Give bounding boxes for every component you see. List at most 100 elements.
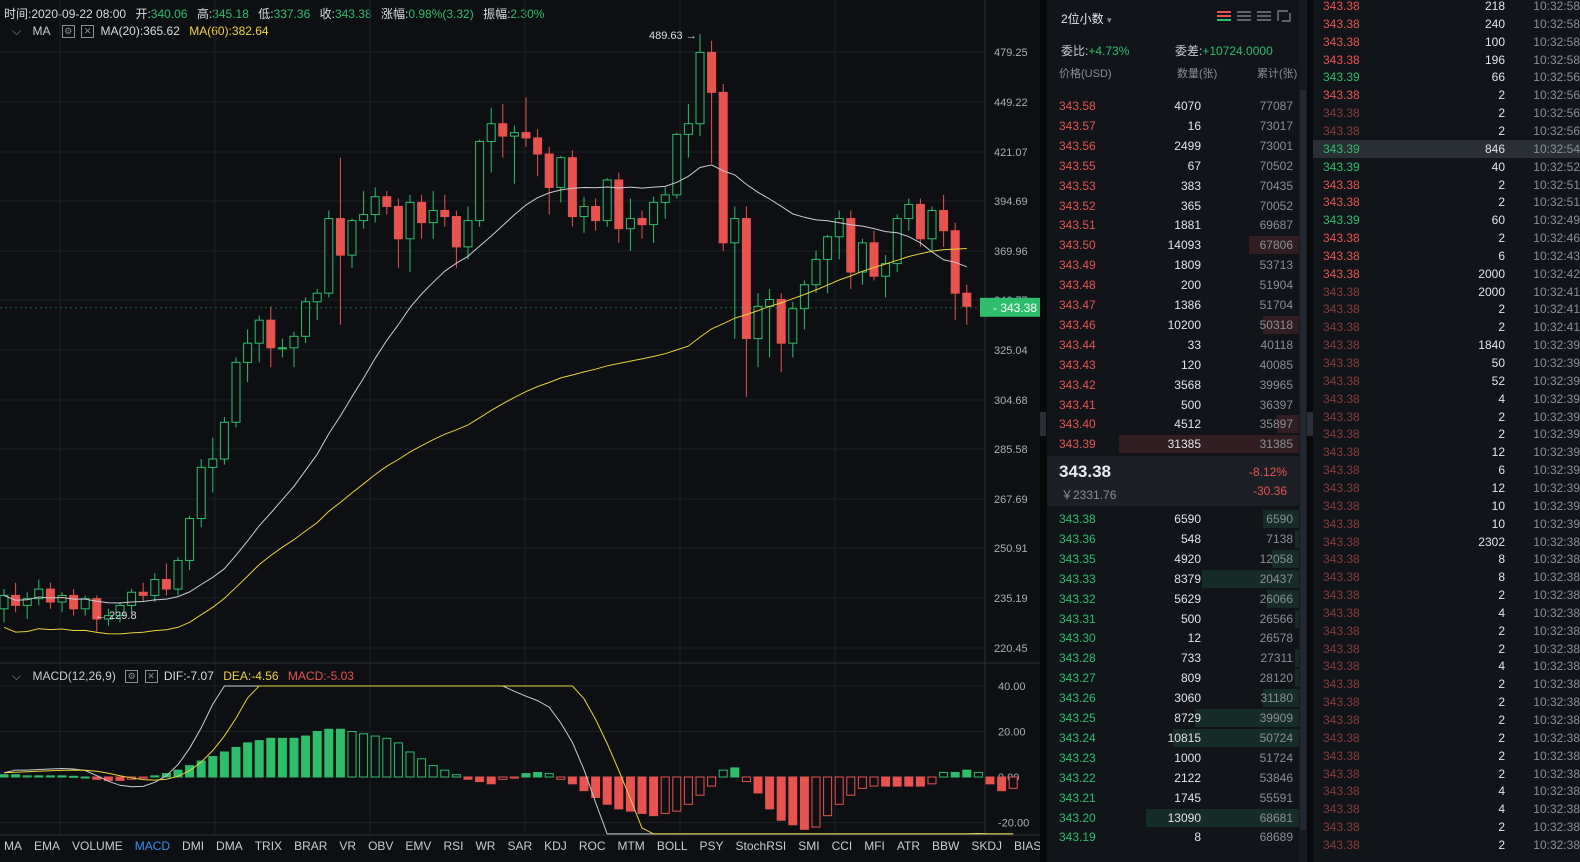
panel-divider[interactable]	[1040, 0, 1047, 862]
order-cum: 20437	[1259, 571, 1293, 586]
bid-row[interactable]: 343.26 3060 31180	[1047, 688, 1299, 708]
indicator-tab-smi[interactable]: SMI	[798, 839, 820, 853]
candle-down	[776, 299, 786, 344]
indicator-tab-ma[interactable]: MA	[4, 839, 22, 853]
order-qty: 200	[1180, 278, 1201, 293]
indicator-tab-sar[interactable]: SAR	[507, 839, 533, 853]
indicator-tab-psy[interactable]: PSY	[699, 839, 724, 853]
ma-close-icon[interactable]: ✕	[81, 25, 95, 39]
candle-up	[347, 220, 357, 256]
ask-row[interactable]: 343.40 4512 35897	[1047, 414, 1299, 434]
order-price: 343.55	[1059, 158, 1096, 173]
collapse-handle-right[interactable]	[1307, 412, 1313, 436]
expand-icon[interactable]	[1277, 10, 1291, 25]
collapse-ma-icon[interactable]: ⌵	[12, 24, 22, 38]
macd-bar-positive	[312, 731, 322, 778]
indicator-tab-emv[interactable]: EMV	[405, 839, 432, 853]
bid-row[interactable]: 343.22 2122 53846	[1047, 768, 1299, 787]
indicator-tab-obv[interactable]: OBV	[368, 839, 394, 853]
ask-row[interactable]: 343.41 500 36397	[1047, 395, 1299, 414]
ask-row[interactable]: 343.52 365 70052	[1047, 196, 1299, 215]
indicator-tab-skdj[interactable]: SKDJ	[971, 839, 1003, 853]
order-qty: 5629	[1174, 591, 1201, 606]
candlestick-plot[interactable]: 479.25449.22421.07394.69369.96346.77325.…	[0, 0, 1040, 862]
bid-row[interactable]: 343.20 13090 68681	[1047, 808, 1299, 827]
indicator-tab-rsi[interactable]: RSI	[443, 839, 464, 853]
ma-settings-icon[interactable]: ⚙	[61, 25, 75, 39]
depth-bar	[1146, 808, 1299, 827]
bid-row[interactable]: 343.27 809 28120	[1047, 668, 1299, 688]
indicator-tab-wr[interactable]: WR	[475, 839, 496, 853]
macd-bar-negative	[683, 776, 693, 805]
ask-row[interactable]: 343.56 2499 73001	[1047, 136, 1299, 155]
trade-row: 343.38 2 10:32:38	[1313, 711, 1580, 729]
bid-row[interactable]: 343.21 1745 55591	[1047, 788, 1299, 807]
collapse-macd-icon[interactable]: ⌵	[12, 669, 22, 683]
ask-row[interactable]: 343.48 200 51904	[1047, 275, 1299, 294]
indicator-tab-stochrsi[interactable]: StochRSI	[735, 839, 787, 853]
ask-row[interactable]: 343.53 383 70435	[1047, 176, 1299, 195]
indicator-tab-cci[interactable]: CCI	[831, 839, 853, 853]
macd-close-icon[interactable]: ✕	[144, 670, 158, 684]
indicator-tab-atr[interactable]: ATR	[896, 839, 921, 853]
order-cum: 26578	[1259, 631, 1293, 646]
order-qty: 1000	[1174, 750, 1201, 765]
indicator-tab-bbw[interactable]: BBW	[932, 839, 960, 853]
macd-bar-negative	[509, 776, 519, 779]
indicator-tab-mtm[interactable]: MTM	[617, 839, 645, 853]
bid-row[interactable]: 343.31 500 26566	[1047, 609, 1299, 628]
indicator-tab-macd[interactable]: MACD	[134, 839, 171, 853]
view-both-icon[interactable]	[1217, 10, 1231, 25]
bid-row[interactable]: 343.23 1000 51724	[1047, 748, 1299, 767]
indicator-tab-bias[interactable]: BIAS	[1014, 839, 1042, 853]
ask-row[interactable]: 343.51 1881 69687	[1047, 215, 1299, 234]
bid-row[interactable]: 343.36 548 7138	[1047, 529, 1299, 548]
indicator-tab-kdj[interactable]: KDJ	[544, 839, 567, 853]
ask-row[interactable]: 343.39 31385 31385	[1047, 434, 1299, 454]
ask-row[interactable]: 343.42 3568 39965	[1047, 375, 1299, 394]
indicator-tab-boll[interactable]: BOLL	[656, 839, 688, 853]
ask-row[interactable]: 343.55 67 70502	[1047, 156, 1299, 175]
trade-row: 343.38 52 10:32:39	[1313, 372, 1580, 390]
indicator-tab-volume[interactable]: VOLUME	[72, 839, 123, 853]
candle-up	[823, 236, 833, 260]
ask-row[interactable]: 343.46 10200 50318	[1047, 315, 1299, 334]
panel-divider-right[interactable]	[1307, 0, 1313, 862]
ask-row[interactable]: 343.47 1386 51704	[1047, 295, 1299, 314]
bid-row[interactable]: 343.19 8 68689	[1047, 827, 1299, 846]
indicator-tab-mfi[interactable]: MFI	[864, 839, 885, 853]
ask-row[interactable]: 343.49 1809 53713	[1047, 255, 1299, 274]
indicator-tab-roc[interactable]: ROC	[578, 839, 606, 853]
precision-select[interactable]: 2位小数 ▾	[1061, 10, 1112, 27]
bid-row[interactable]: 343.38 6590 6590	[1047, 509, 1299, 528]
bid-row[interactable]: 343.35 4920 12058	[1047, 549, 1299, 568]
ask-row[interactable]: 343.44 33 40118	[1047, 335, 1299, 354]
trade-qty: 66	[1491, 70, 1505, 85]
indicator-tab-brar[interactable]: BRAR	[294, 839, 328, 853]
indicator-tab-trix[interactable]: TRIX	[254, 839, 283, 853]
ask-row[interactable]: 343.57 16 73017	[1047, 116, 1299, 135]
indicator-tab-dma[interactable]: DMA	[216, 839, 243, 853]
trade-qty: 12	[1491, 445, 1505, 460]
orderbook-scrollbar[interactable]	[1299, 0, 1307, 862]
macd-settings-icon[interactable]: ⚙	[125, 670, 139, 684]
ask-row[interactable]: 343.43 120 40085	[1047, 355, 1299, 374]
kline-chart-area[interactable]: 时间:2020-09-22 08:00 开:340.06 高:345.18 低:…	[0, 0, 1042, 862]
bid-row[interactable]: 343.32 5629 26066	[1047, 589, 1299, 608]
indicator-tab-ema[interactable]: EMA	[34, 839, 61, 853]
indicator-tab-dmi[interactable]: DMI	[182, 839, 205, 853]
bid-row[interactable]: 343.30 12 26578	[1047, 628, 1299, 647]
ask-row[interactable]: 343.50 14093 67806	[1047, 235, 1299, 255]
collapse-handle-left[interactable]	[1040, 412, 1046, 436]
bid-row[interactable]: 343.33 8379 20437	[1047, 569, 1299, 588]
view-asks-icon[interactable]	[1237, 10, 1251, 25]
trade-qty: 2	[1498, 748, 1505, 763]
bid-row[interactable]: 343.24 10815 50724	[1047, 728, 1299, 747]
view-bids-icon[interactable]	[1257, 10, 1271, 25]
ask-row[interactable]: 343.58 4070 77087	[1047, 96, 1299, 115]
candle-down	[521, 132, 531, 139]
bid-row[interactable]: 343.25 8729 39909	[1047, 708, 1299, 727]
bid-row[interactable]: 343.28 733 27311	[1047, 648, 1299, 668]
indicator-tab-vr[interactable]: VR	[339, 839, 357, 853]
order-cum: 53846	[1259, 770, 1293, 785]
